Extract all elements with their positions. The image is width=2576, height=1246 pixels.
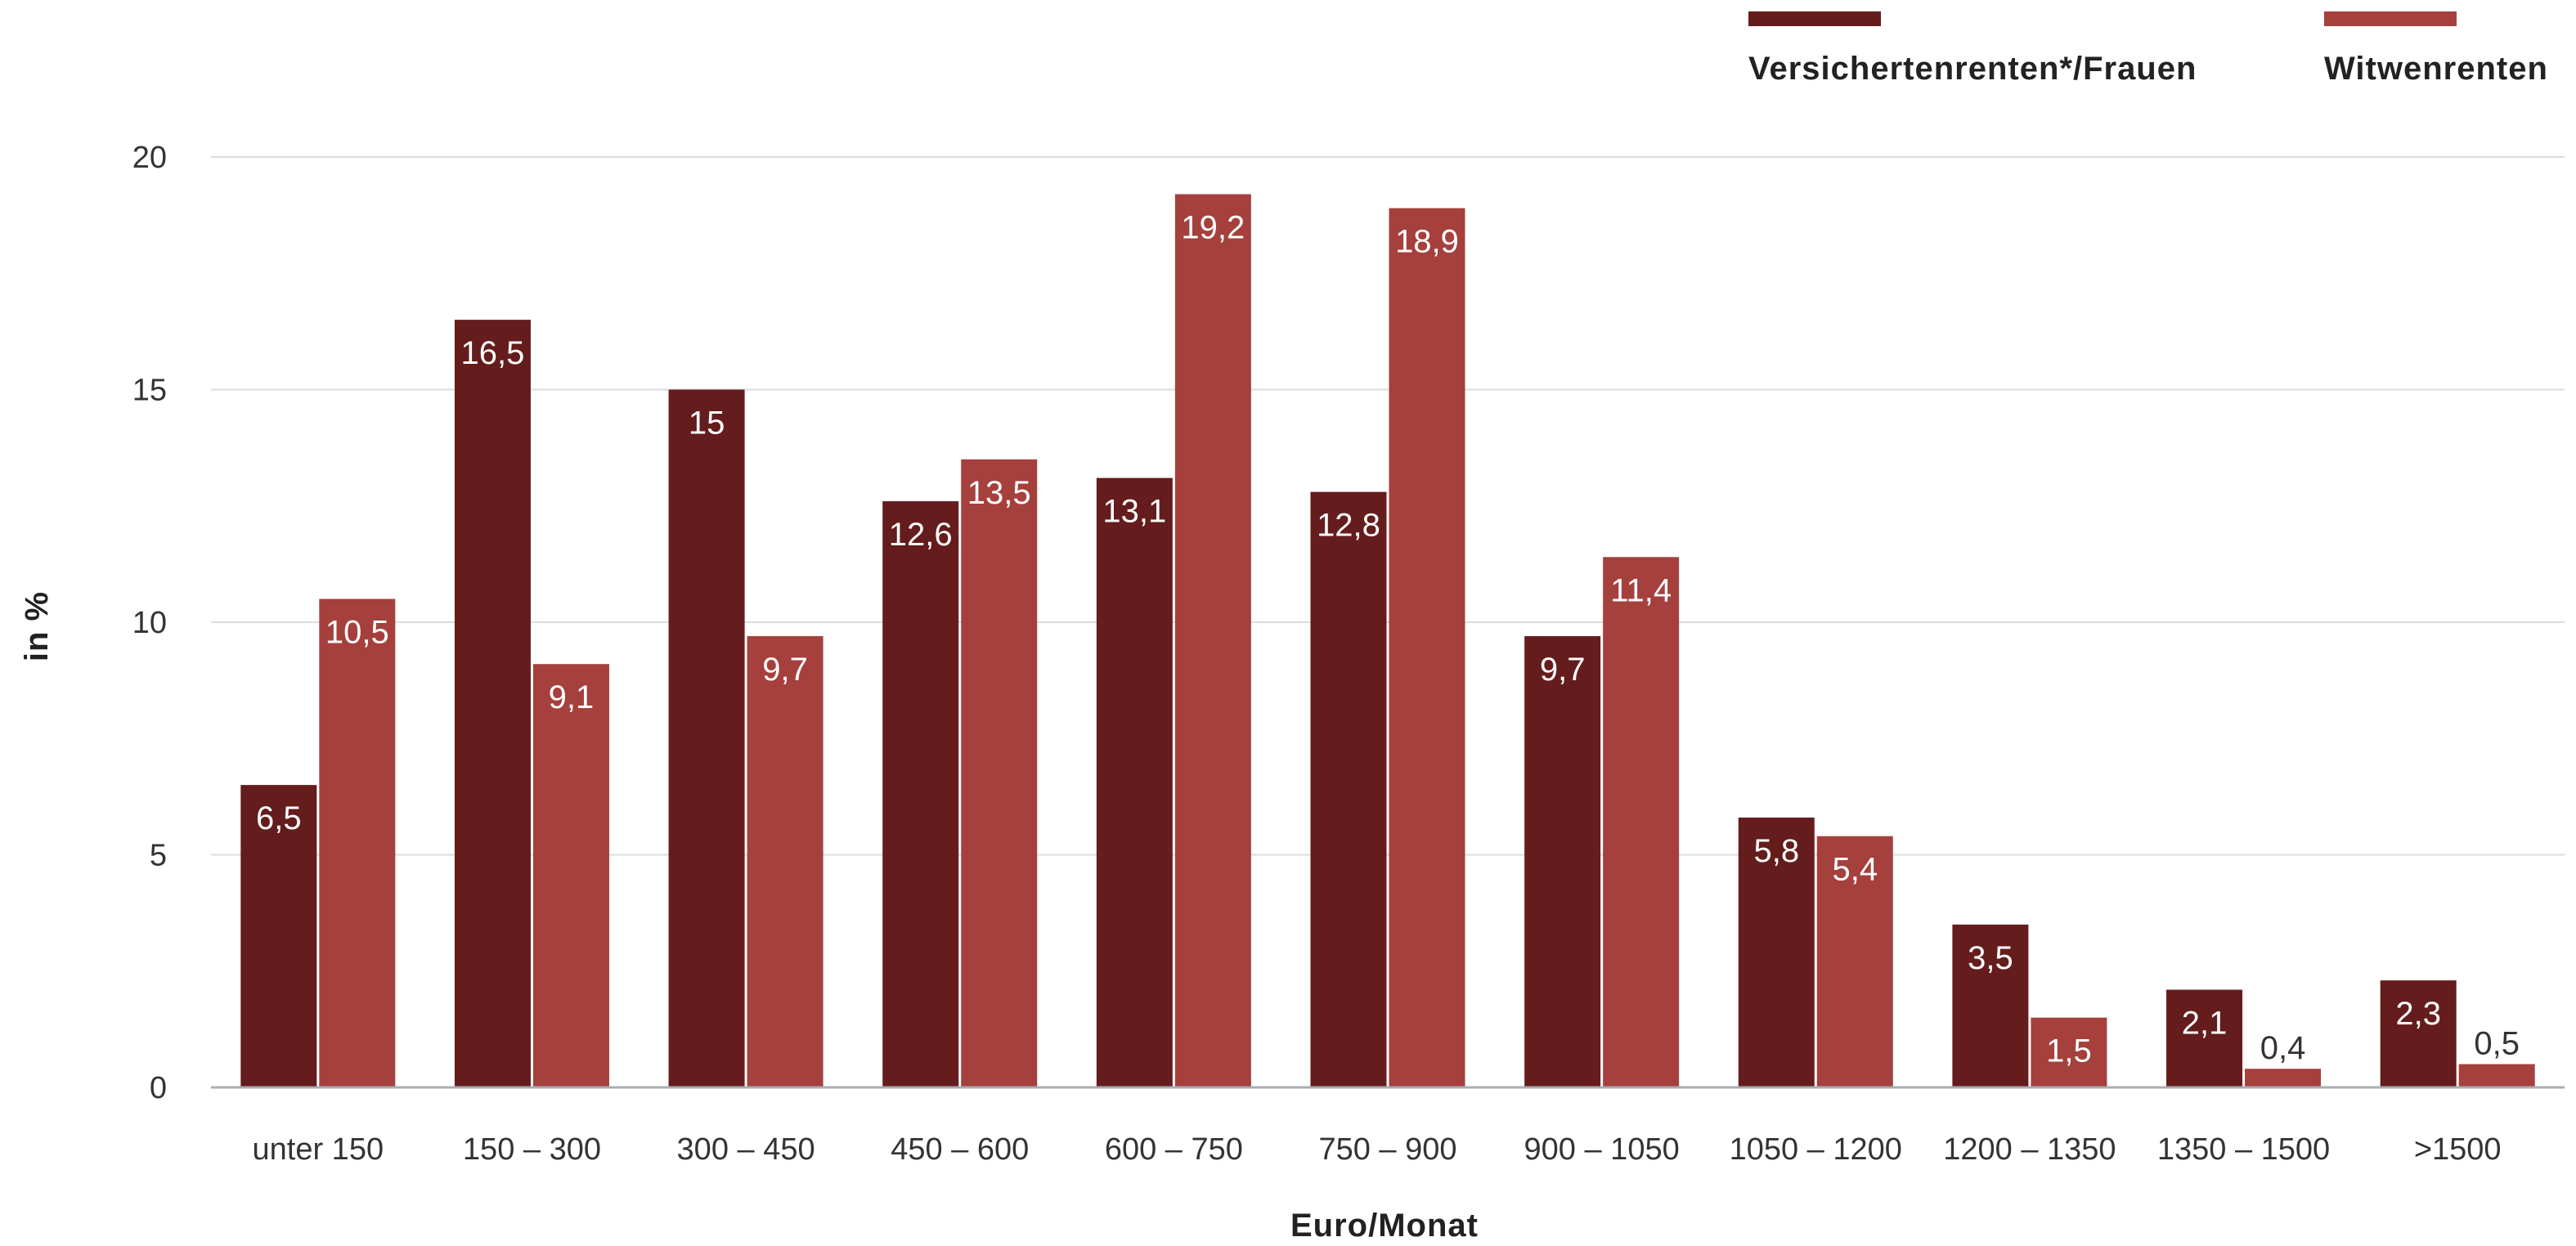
bar-series-1 bbox=[1310, 491, 1387, 1087]
data-label: 6,5 bbox=[256, 800, 302, 836]
y-axis-ticks: 0 5 10 15 20 bbox=[132, 141, 167, 1105]
data-label: 5,4 bbox=[1832, 852, 1878, 888]
data-label: 0,5 bbox=[2474, 1026, 2520, 1062]
bar-series-2 bbox=[2458, 1064, 2535, 1087]
data-label: 3,5 bbox=[1968, 940, 2013, 976]
data-label: 0,4 bbox=[2260, 1030, 2306, 1066]
y-tick-label: 15 bbox=[132, 374, 167, 408]
y-tick-label: 10 bbox=[132, 606, 167, 640]
x-tick-label: 900 – 1050 bbox=[1524, 1132, 1680, 1167]
x-tick-label: unter 150 bbox=[253, 1132, 384, 1167]
data-label: 13,5 bbox=[967, 475, 1031, 511]
x-tick-label: 1350 – 1500 bbox=[2157, 1132, 2330, 1167]
x-tick-label: 750 – 900 bbox=[1318, 1132, 1456, 1167]
data-label: 12,8 bbox=[1317, 508, 1380, 544]
bar-series-1 bbox=[2166, 989, 2243, 1087]
data-label: 9,7 bbox=[762, 652, 808, 688]
bar-series-1 bbox=[1738, 817, 1815, 1087]
data-label: 15 bbox=[689, 406, 725, 441]
data-label: 2,1 bbox=[2182, 1006, 2228, 1042]
data-label: 1,5 bbox=[2046, 1033, 2092, 1069]
bar-series-1 bbox=[240, 785, 317, 1087]
y-tick-label: 20 bbox=[132, 141, 167, 175]
legend-label-series-2: Witwenrenten bbox=[2324, 51, 2548, 87]
bar-series-2 bbox=[2031, 1017, 2107, 1087]
data-label: 18,9 bbox=[1395, 224, 1459, 260]
bar-series-2 bbox=[1816, 836, 1893, 1087]
data-label: 2,3 bbox=[2395, 996, 2441, 1032]
bar-series-1 bbox=[1096, 477, 1173, 1087]
bar-series-2 bbox=[747, 636, 824, 1087]
data-labels: 6,5 10,5 16,5 9,1 15 9,7 12,6 13,5 13,1 19,2 12,8 1… bbox=[256, 210, 2520, 1069]
bar-series-2 bbox=[532, 664, 609, 1087]
x-axis-title: Euro/Monat bbox=[1290, 1208, 1479, 1244]
x-tick-label: >1500 bbox=[2414, 1132, 2502, 1167]
bar-series-2 bbox=[1603, 557, 1680, 1087]
y-axis-title: in % bbox=[19, 591, 55, 661]
data-label: 19,2 bbox=[1181, 210, 1245, 246]
bar-series-2 bbox=[319, 598, 396, 1087]
bar-series-2 bbox=[2245, 1069, 2322, 1087]
bar-series-1 bbox=[882, 501, 959, 1087]
bars bbox=[240, 194, 2535, 1088]
bar-series-2 bbox=[961, 459, 1038, 1087]
bar-series-2 bbox=[1389, 208, 1465, 1088]
x-tick-label: 600 – 750 bbox=[1105, 1132, 1243, 1167]
x-tick-label: 1050 – 1200 bbox=[1730, 1132, 1902, 1167]
data-label: 9,7 bbox=[1540, 652, 1586, 688]
x-axis-ticks: unter 150 150 – 300 300 – 450 450 – 600 600 … bbox=[253, 1132, 2502, 1167]
x-tick-label: 450 – 600 bbox=[891, 1132, 1029, 1167]
data-label: 5,8 bbox=[1753, 833, 1799, 869]
gridlines bbox=[211, 156, 2565, 856]
legend: Versichertenrenten*/Frauen Witwenrenten bbox=[1748, 11, 2548, 87]
data-label: 13,1 bbox=[1102, 494, 1166, 530]
data-label: 12,6 bbox=[889, 517, 953, 553]
bar-series-2 bbox=[1174, 194, 1251, 1087]
legend-swatch-series-2 bbox=[2324, 11, 2457, 26]
x-tick-label: 1200 – 1350 bbox=[1943, 1132, 2116, 1167]
data-label: 10,5 bbox=[325, 615, 389, 651]
x-tick-label: 150 – 300 bbox=[463, 1132, 601, 1167]
bar-series-1 bbox=[1524, 636, 1601, 1087]
bar-series-1 bbox=[1952, 924, 2029, 1087]
data-label: 11,4 bbox=[1610, 572, 1672, 608]
legend-swatch-series-1 bbox=[1748, 11, 1881, 26]
legend-label-series-1: Versichertenrenten*/Frauen bbox=[1748, 51, 2197, 87]
x-tick-label: 300 – 450 bbox=[677, 1132, 815, 1167]
bar-series-1 bbox=[454, 320, 531, 1087]
data-label: 9,1 bbox=[549, 679, 595, 715]
y-tick-label: 0 bbox=[150, 1071, 167, 1105]
data-label: 16,5 bbox=[461, 335, 525, 371]
bar-series-1 bbox=[668, 389, 745, 1087]
bar-series-1 bbox=[2380, 980, 2457, 1087]
y-tick-label: 5 bbox=[150, 839, 167, 873]
